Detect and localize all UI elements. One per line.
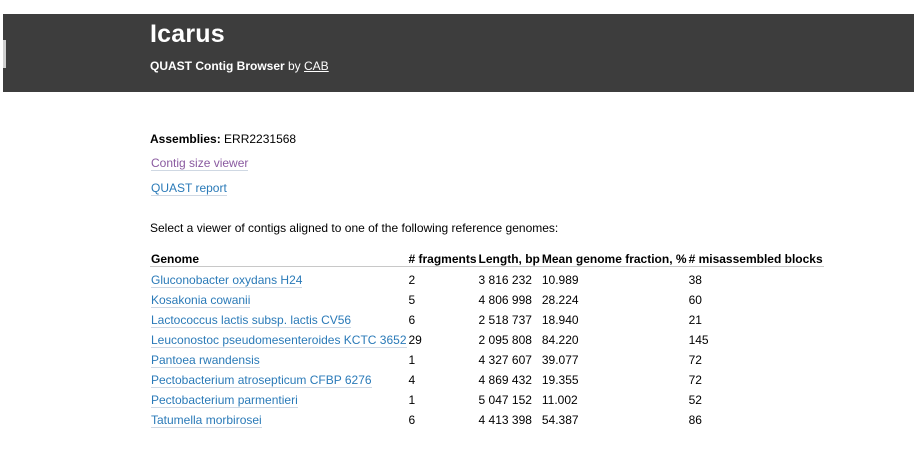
misassembled-cell: 86: [688, 413, 702, 427]
genome-fraction-cell: 39.077: [541, 353, 579, 367]
length-cell: 2 095 808: [478, 333, 532, 347]
table-row: Pectobacterium atrosepticum CFBP 6276 4 …: [150, 367, 824, 388]
table-row: Kosakonia cowanii 5 4 806 998 28.224 60: [150, 287, 824, 308]
genome-fraction-cell: 28.224: [541, 293, 579, 307]
genome-link[interactable]: Lactococcus lactis subsp. lactis CV56: [151, 313, 352, 328]
genome-cell: Pantoea rwandensis: [150, 347, 408, 368]
cab-link[interactable]: CAB: [304, 59, 329, 73]
contig-size-viewer-link[interactable]: Contig size viewer: [151, 156, 249, 171]
page-subtitle: QUAST Contig Browser by CAB: [150, 59, 329, 73]
length-cell: 4 869 432: [478, 373, 532, 387]
fragments-cell: 6: [408, 413, 416, 427]
subtitle-app-name: QUAST Contig Browser: [150, 59, 285, 73]
genome-fraction-cell: 10.989: [541, 273, 579, 287]
fragments-cell: 1: [408, 353, 416, 367]
table-header-row: Genome # fragments Length, bp Mean genom…: [150, 249, 824, 267]
page-title: Icarus: [150, 20, 225, 48]
genome-link[interactable]: Pectobacterium parmentieri: [151, 393, 298, 408]
misassembled-cell: 60: [688, 293, 702, 307]
genome-cell: Tatumella morbirosei: [150, 407, 408, 428]
length-cell: 5 047 152: [478, 393, 532, 407]
table-row: Leuconostoc pseudomesenteroides KCTC 365…: [150, 327, 824, 348]
genome-link[interactable]: Pectobacterium atrosepticum CFBP 6276: [151, 373, 372, 388]
misassembled-cell: 72: [688, 373, 702, 387]
quast-report-link[interactable]: QUAST report: [151, 181, 227, 196]
table-row: Gluconobacter oxydans H24 2 3 816 232 10…: [150, 267, 824, 288]
genome-cell: Kosakonia cowanii: [150, 287, 408, 308]
genome-link[interactable]: Leuconostoc pseudomesenteroides KCTC 365…: [151, 333, 407, 348]
table-row: Lactococcus lactis subsp. lactis CV56 6 …: [150, 307, 824, 328]
reference-genomes-table: Genome # fragments Length, bp Mean genom…: [150, 249, 824, 428]
genome-fraction-cell: 54.387: [541, 413, 579, 427]
genome-fraction-cell: 11.002: [541, 393, 578, 407]
top-strip: [0, 0, 914, 14]
assemblies-label: Assemblies:: [150, 132, 221, 146]
length-cell: 4 806 998: [478, 293, 532, 307]
header-genome: Genome: [150, 249, 408, 267]
length-cell: 2 518 737: [478, 313, 532, 327]
genome-cell: Leuconostoc pseudomesenteroides KCTC 365…: [150, 327, 408, 348]
length-cell: 3 816 232: [478, 273, 532, 287]
table-row: Tatumella morbirosei 6 4 413 398 54.387 …: [150, 407, 824, 428]
genome-cell: Pectobacterium parmentieri: [150, 387, 408, 408]
fragments-cell: 6: [408, 313, 416, 327]
reference-prompt: Select a viewer of contigs aligned to on…: [150, 221, 559, 235]
fragments-cell: 29: [408, 333, 422, 347]
fragments-cell: 4: [408, 373, 416, 387]
misassembled-cell: 21: [688, 313, 702, 327]
genome-link[interactable]: Pantoea rwandensis: [151, 353, 260, 368]
assemblies-value: ERR2231568: [224, 132, 297, 146]
header-edge-tab: [3, 40, 6, 68]
subtitle-by: by: [284, 59, 305, 73]
genome-cell: Lactococcus lactis subsp. lactis CV56: [150, 307, 408, 328]
genome-fraction-cell: 19.355: [541, 373, 579, 387]
misassembled-cell: 38: [688, 273, 702, 287]
assemblies-line: Assemblies: ERR2231568: [150, 132, 296, 146]
genome-cell: Gluconobacter oxydans H24: [150, 267, 408, 288]
genome-cell: Pectobacterium atrosepticum CFBP 6276: [150, 367, 408, 388]
genome-link[interactable]: Tatumella morbirosei: [151, 413, 262, 428]
genome-fraction-cell: 18.940: [541, 313, 579, 327]
header-fragments: # fragments: [407, 249, 478, 267]
misassembled-cell: 145: [688, 333, 709, 347]
table-row: Pectobacterium parmentieri 1 5 047 152 1…: [150, 387, 824, 408]
genome-fraction-cell: 84.220: [541, 333, 579, 347]
genome-link[interactable]: Kosakonia cowanii: [151, 293, 251, 308]
header-misassembled-blocks: # misassembled blocks: [687, 249, 824, 267]
misassembled-cell: 72: [688, 353, 702, 367]
header-genome-fraction: Mean genome fraction, %: [540, 249, 688, 267]
table-row: Pantoea rwandensis 1 4 327 607 39.077 72: [150, 347, 824, 368]
fragments-cell: 2: [408, 273, 416, 287]
page-header: Icarus QUAST Contig Browser by CAB: [3, 14, 914, 92]
header-length: Length, bp: [477, 249, 541, 267]
fragments-cell: 1: [408, 393, 416, 407]
length-cell: 4 413 398: [478, 413, 532, 427]
genome-link[interactable]: Gluconobacter oxydans H24: [151, 273, 303, 288]
length-cell: 4 327 607: [478, 353, 532, 367]
fragments-cell: 5: [408, 293, 416, 307]
misassembled-cell: 52: [688, 393, 702, 407]
